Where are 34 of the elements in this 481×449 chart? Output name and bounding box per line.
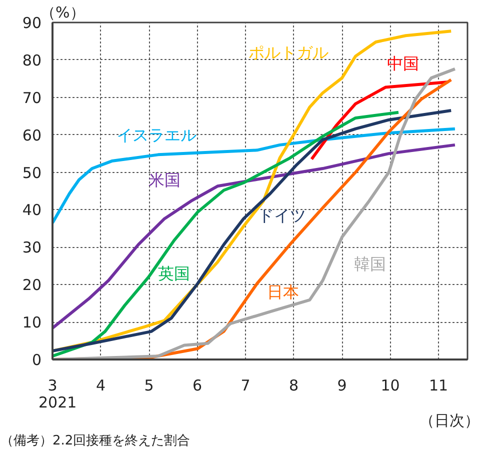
series-label: イスラエル	[116, 125, 197, 144]
series-label: ドイツ	[258, 206, 306, 225]
x-tick-label: 3	[48, 376, 58, 394]
line-series	[52, 127, 456, 224]
x-tick-label: 5	[144, 376, 154, 394]
x-tick-label: 6	[192, 376, 202, 394]
y-tick-label: 30	[22, 238, 42, 257]
series-label: 韓国	[354, 254, 386, 274]
x-tick-label: 4	[96, 376, 106, 394]
series-label: 米国	[148, 170, 181, 190]
y-tick-label: 0	[32, 351, 42, 369]
series-label: ポルトガル	[248, 42, 328, 62]
x-tick-label: 7	[240, 376, 250, 394]
text: （備考）2.2回接種を終えた割合	[0, 434, 190, 448]
series-label: 日本	[267, 282, 300, 302]
line-series	[52, 110, 400, 358]
y-axis-title: （%）	[40, 4, 85, 22]
text: 2021	[38, 394, 77, 412]
x-tick-label: 11	[429, 376, 448, 394]
y-tick-label: 50	[22, 164, 42, 182]
x-tick-label: 8	[289, 376, 299, 394]
y-tick-label: 80	[22, 51, 42, 70]
x-tick-label: 9	[337, 376, 347, 394]
line-series	[52, 143, 456, 330]
y-tick-label: 60	[22, 126, 42, 144]
y-tick-label: 90	[22, 14, 42, 32]
x-axis-title: （日次）	[420, 412, 480, 430]
series-label: 中国	[386, 54, 419, 74]
y-tick-label: 40	[22, 201, 42, 220]
series-label: 英国	[158, 264, 190, 283]
y-tick-label: 10	[22, 314, 42, 332]
y-tick-label: 70	[22, 88, 42, 107]
y-tick-label: 20	[22, 276, 42, 294]
x-tick-label: 10	[380, 376, 400, 394]
